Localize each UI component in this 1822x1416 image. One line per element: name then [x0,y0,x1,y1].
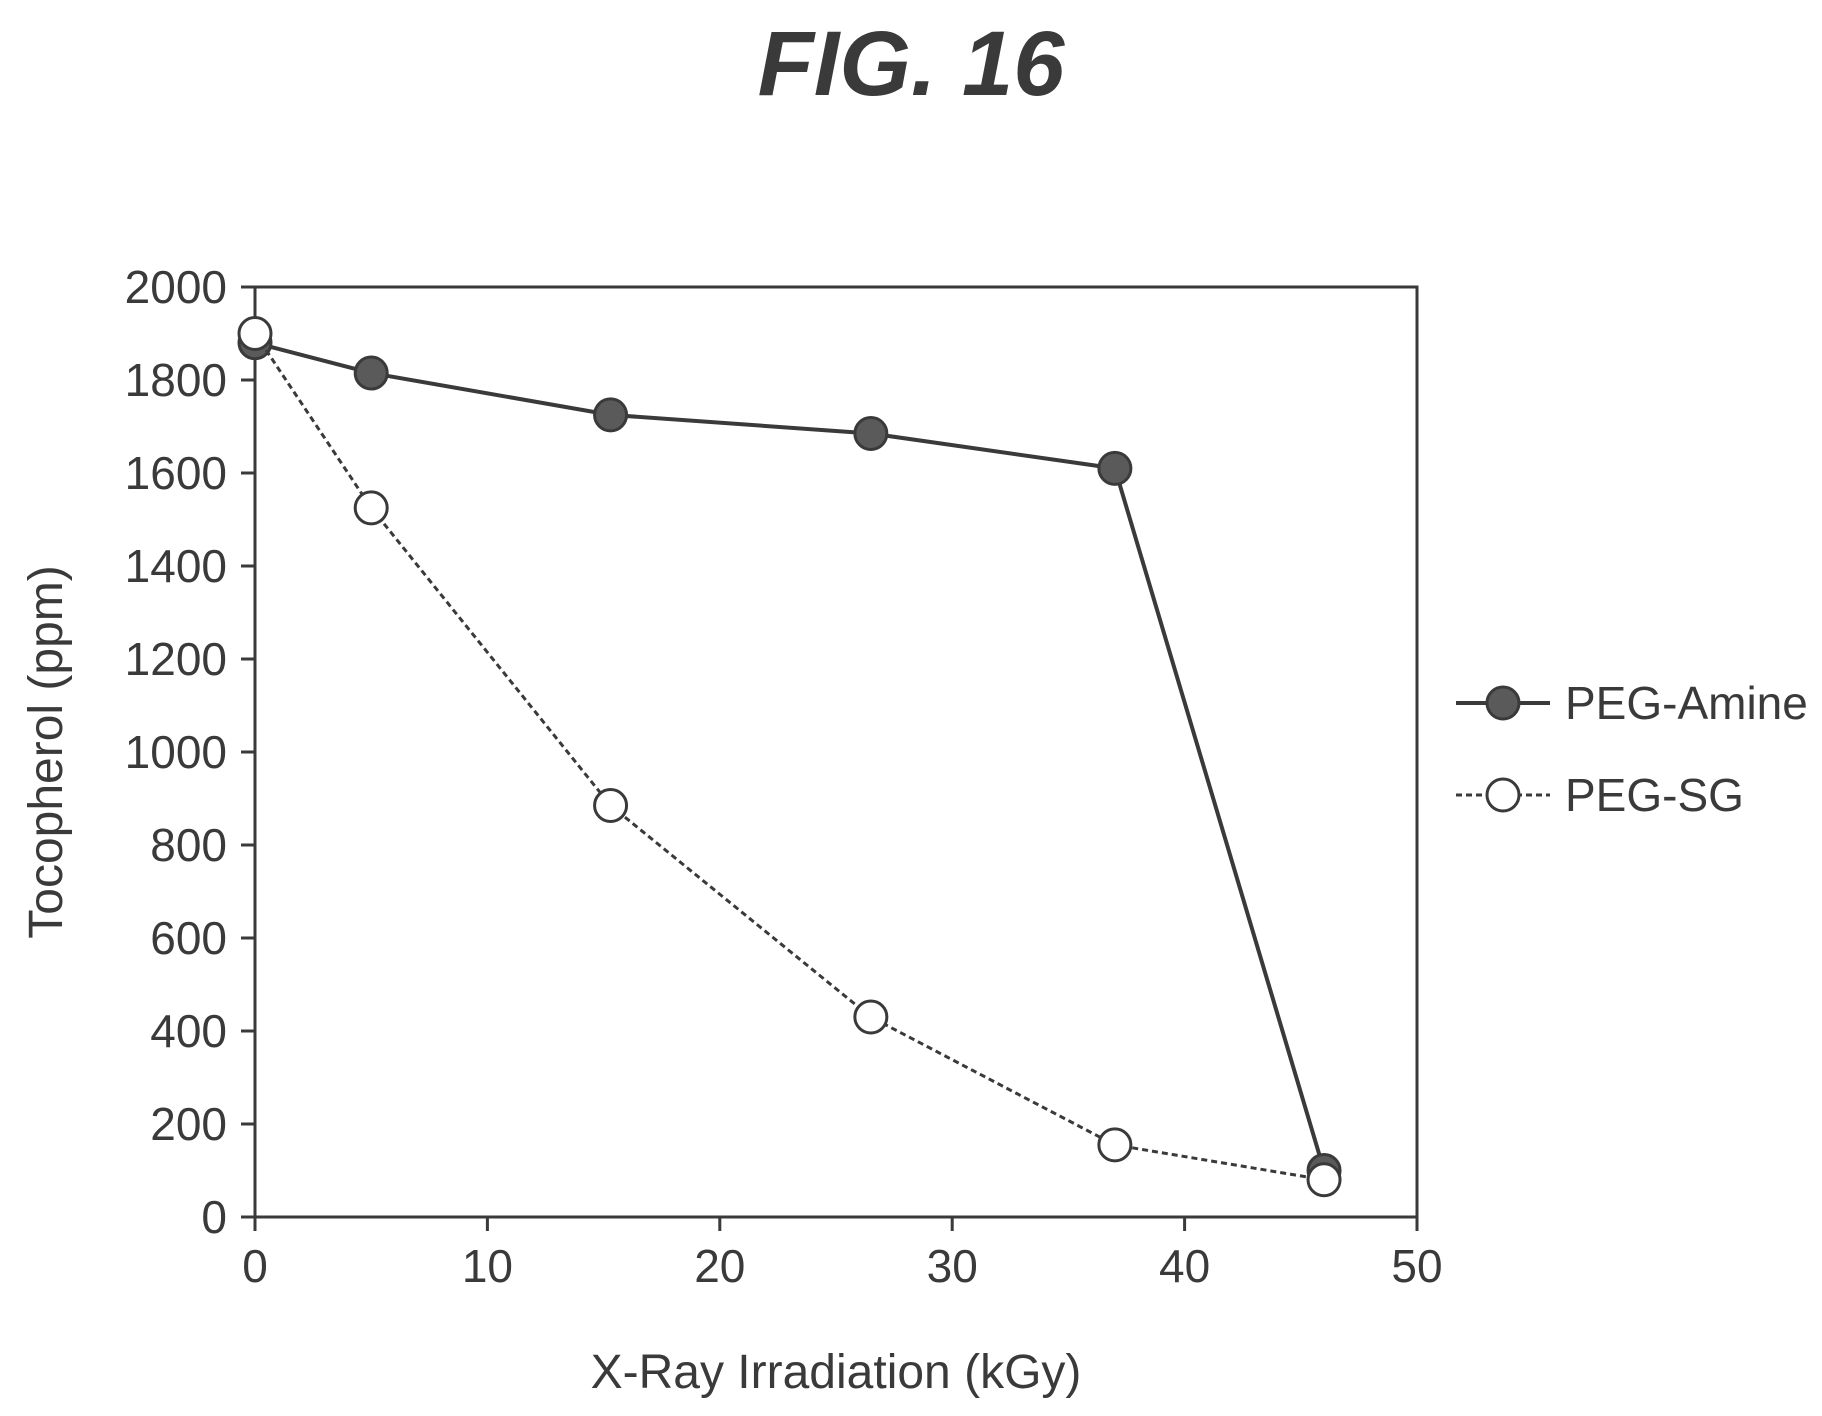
y-axis: 0 200 400 600 800 1000 1200 1400 1600 1800 2000 [125,261,255,1243]
x-tick-label: 40 [1159,1240,1210,1292]
data-point-peg-sg [237,316,273,351]
y-tick-label: 400 [150,1005,227,1057]
data-point-peg-sg [1097,1127,1133,1163]
y-tick-label: 2000 [125,261,227,313]
data-point-peg-sg [353,490,389,526]
x-tick-label: 10 [462,1240,513,1292]
y-tick-label: 600 [150,912,227,964]
x-tick-label: 50 [1391,1240,1442,1292]
plot-frame [253,285,1419,1219]
data-point-peg-amine [1097,450,1133,486]
legend-marker-peg-sg [1485,777,1521,813]
figure-title: FIG. 16 [757,13,1065,115]
legend-marker-peg-amine [1485,685,1521,721]
series-line-peg-sg [253,332,1325,1182]
data-point-peg-amine [593,397,629,433]
y-tick-label: 800 [150,819,227,871]
legend-label-peg-amine: PEG-Amine [1565,677,1808,729]
data-point-peg-sg [593,787,629,823]
x-axis: 0 10 20 30 40 50 [242,1217,1443,1292]
x-tick-label: 30 [927,1240,978,1292]
legend: PEG-Amine PEG-SG [1456,677,1808,821]
series-line-peg-amine [254,340,1326,1172]
data-point-peg-sg [1306,1162,1342,1198]
y-tick-label: 1600 [125,447,227,499]
y-tick-label: 0 [201,1191,227,1243]
legend-label-peg-sg: PEG-SG [1565,769,1744,821]
data-point-peg-amine [353,355,389,391]
data-point-peg-amine [853,415,889,451]
y-tick-label: 1200 [125,633,227,685]
y-tick-label: 1400 [125,540,227,592]
x-tick-label: 0 [242,1240,268,1292]
y-axis-label: Tocopherol (ppm) [20,565,73,939]
x-tick-label: 20 [694,1240,745,1292]
y-tick-label: 1000 [125,726,227,778]
data-point-peg-sg [853,999,889,1035]
y-tick-label: 200 [150,1098,227,1150]
series-layer [237,316,1342,1198]
y-tick-label: 1800 [125,354,227,406]
x-axis-label: X-Ray Irradiation (kGy) [591,1346,1082,1399]
